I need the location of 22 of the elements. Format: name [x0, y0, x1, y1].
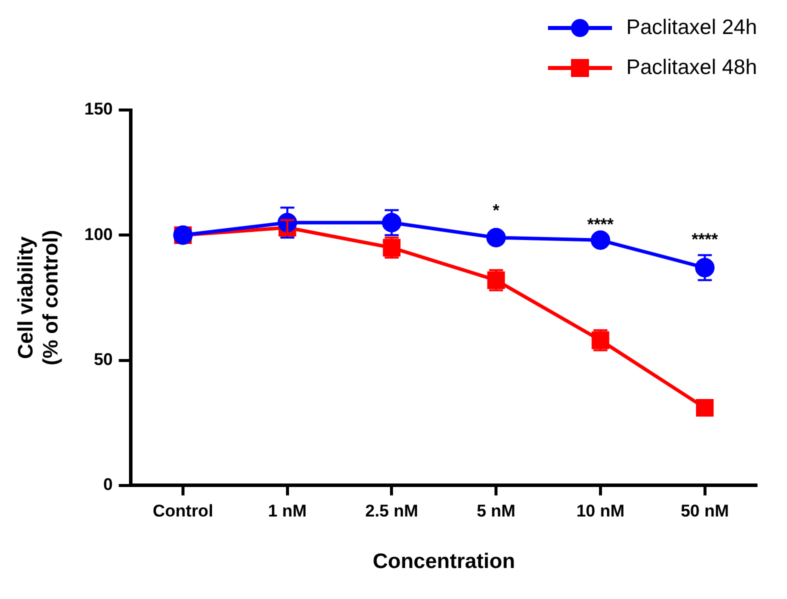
x-tick-label: 10 nM: [576, 501, 625, 520]
point: [590, 230, 610, 250]
y-tick-label: 0: [103, 475, 113, 494]
legend-label: Paclitaxel 24h: [626, 16, 757, 40]
x-axis-title: Concentration: [372, 550, 516, 574]
x-tick-label: 2.5 nM: [365, 501, 418, 520]
point: [695, 258, 715, 278]
y-tick-label: 150: [84, 100, 113, 119]
x-tick-label: 1 nM: [268, 501, 307, 520]
point: [696, 398, 714, 417]
annotation: ****: [692, 230, 718, 250]
x-tick-label: Control: [152, 501, 214, 520]
point: [382, 212, 402, 232]
point: [486, 228, 506, 248]
y-tick-label: 100: [84, 224, 113, 244]
annotation: *: [492, 201, 500, 220]
x-tick-label: 5 nM: [476, 501, 516, 520]
y-axis-title: Cell viability (% of control): [14, 230, 63, 366]
legend-label: Paclitaxel 48h: [626, 56, 757, 80]
annotation: ****: [587, 215, 614, 234]
x-tick-label: 50 nM: [680, 501, 729, 520]
y-tick-label: 50: [94, 350, 113, 369]
